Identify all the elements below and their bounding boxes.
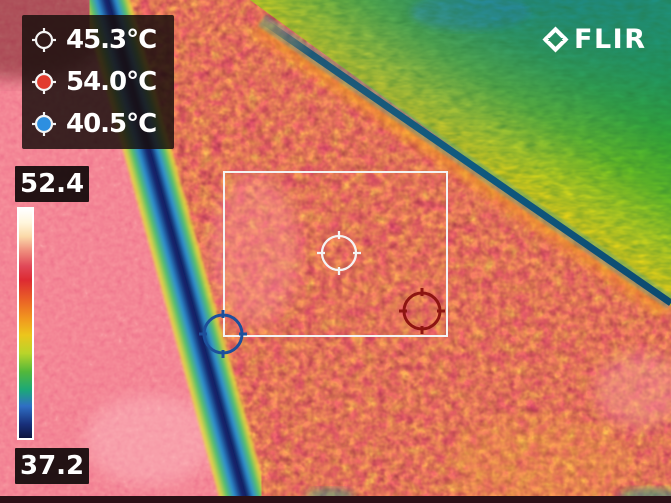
- center-spot-icon: [32, 28, 56, 52]
- letterbox-bottom: [0, 496, 671, 503]
- cold-spot-temperature: 40.5°C: [66, 109, 157, 139]
- flir-logo-icon: [542, 26, 569, 53]
- hot-spot-marker[interactable]: [399, 288, 445, 334]
- flir-logo-text: FLIR: [574, 24, 647, 55]
- reading-row-center-spot: 45.3°C: [31, 21, 174, 59]
- cold-spot-icon: [32, 112, 56, 136]
- scale-gradient-bar: [17, 207, 34, 440]
- scale-min-label: 37.2: [15, 448, 90, 484]
- reading-row-hot-spot: 54.0°C: [31, 63, 174, 101]
- center-spot-marker[interactable]: [317, 231, 361, 275]
- center-spot-temperature: 45.3°C: [66, 25, 157, 55]
- hot-spot-icon: [32, 70, 56, 94]
- cold-spot-marker[interactable]: [199, 310, 247, 358]
- roi-rectangle[interactable]: [223, 171, 448, 337]
- flir-logo: FLIR: [542, 26, 647, 53]
- measurement-readings-panel: 45.3°C 54.0°C 40.5°C: [22, 15, 174, 149]
- reading-row-cold-spot: 40.5°C: [31, 105, 174, 143]
- scale-max-label: 52.4: [15, 166, 90, 202]
- hot-spot-temperature: 54.0°C: [66, 67, 157, 97]
